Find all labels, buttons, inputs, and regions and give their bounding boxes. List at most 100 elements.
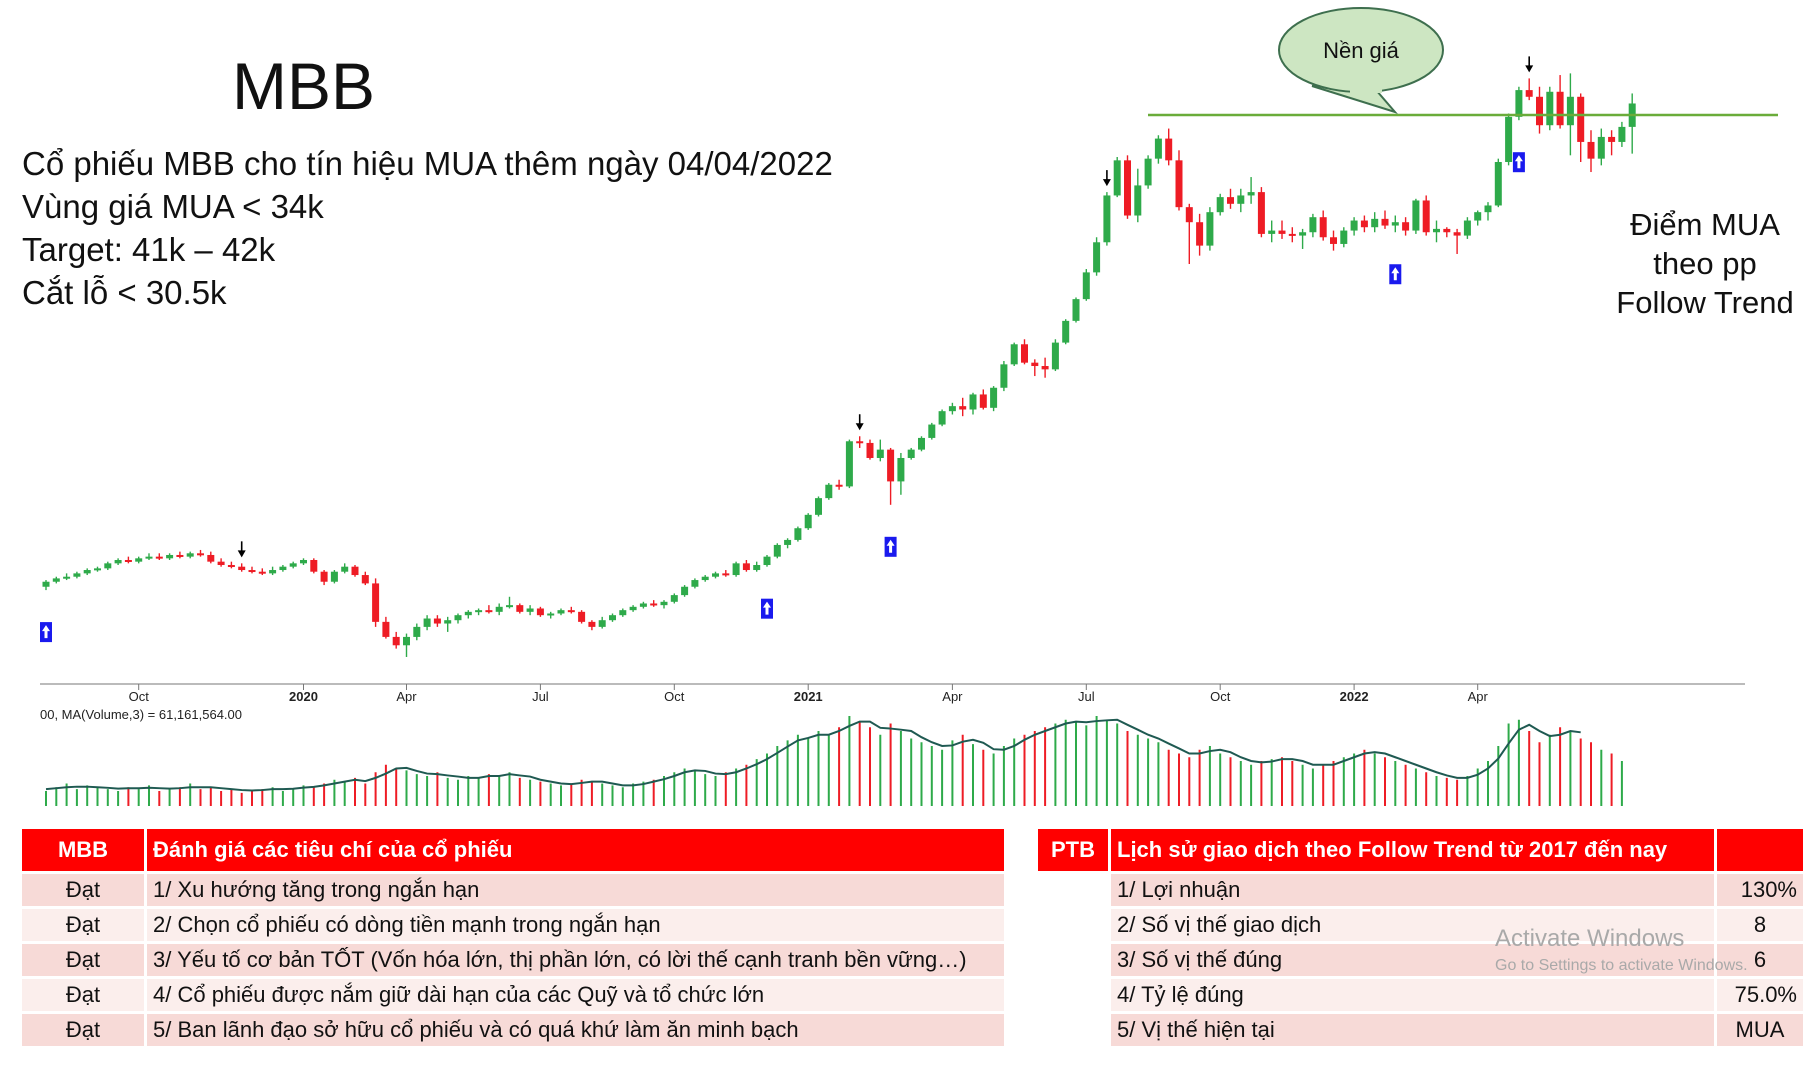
candle-body — [392, 636, 400, 646]
candle-body — [454, 615, 462, 621]
candle-body — [1072, 299, 1080, 321]
candle-body — [1319, 217, 1327, 238]
table-row: Đạt 3/ Yếu tố cơ bản TỐT (Vốn hóa lớn, t… — [22, 944, 1004, 976]
candle-body — [114, 559, 122, 564]
candle-body — [804, 514, 812, 529]
candle-body — [1196, 222, 1204, 246]
candle-body — [753, 565, 761, 571]
stoploss-line: Cắt lỗ < 30.5k — [22, 274, 227, 311]
price-base-bubble: Nền giá — [1278, 7, 1444, 115]
price-zone-line: Vùng giá MUA < 34k — [22, 188, 324, 225]
candle-body — [835, 484, 843, 487]
candle-body — [1288, 233, 1296, 236]
candle-body — [1206, 212, 1214, 246]
candle-body — [1000, 364, 1008, 388]
history-header-title: Lịch sử giao dịch theo Follow Trend từ 2… — [1108, 829, 1714, 871]
candle-body — [948, 406, 956, 412]
candle-body — [1587, 141, 1595, 159]
table-row: 3/ Số vị thế đúng 6 — [1038, 944, 1803, 976]
candle-body — [1443, 228, 1451, 233]
candle-body — [691, 580, 699, 587]
history-blank — [1038, 979, 1108, 1011]
candle-body — [227, 565, 235, 568]
target-line: Target: 41k – 42k — [22, 231, 276, 268]
candle-body — [578, 611, 586, 622]
history-value: MUA — [1714, 1014, 1803, 1046]
volume-label: 00, MA(Volume,3) = 61,161,564.00 — [40, 707, 242, 722]
candle-body — [238, 566, 246, 571]
signal-note-line: theo pp — [1653, 246, 1757, 281]
candle-body — [650, 603, 658, 606]
candle-body — [1154, 138, 1162, 159]
candle-body — [1247, 192, 1255, 196]
criteria-text: 5/ Ban lãnh đạo sở hữu cổ phiếu và có qu… — [144, 1014, 1004, 1046]
criteria-status: Đạt — [22, 944, 144, 976]
history-blank — [1038, 944, 1108, 976]
candle-body — [73, 573, 81, 577]
candle-body — [155, 556, 163, 559]
candle-body — [619, 610, 627, 616]
x-tick-label: 2022 — [1340, 689, 1369, 704]
ticker-title: MBB — [232, 49, 376, 123]
history-value: 8 — [1714, 909, 1803, 941]
history-value: 130% — [1714, 874, 1803, 906]
candle-body — [485, 610, 493, 613]
candle-body — [186, 553, 194, 557]
candle-body — [1268, 230, 1276, 234]
table-row: Đạt 4/ Cổ phiếu được nắm giữ dài hạn của… — [22, 979, 1004, 1011]
table-row: Đạt 5/ Ban lãnh đạo sở hữu cổ phiếu và c… — [22, 1014, 1004, 1046]
x-tick-label: Oct — [129, 689, 150, 704]
watermark-title: Activate Windows — [1495, 925, 1685, 952]
candle-body — [959, 406, 967, 410]
x-tick-label: Jul — [532, 689, 549, 704]
candle-body — [639, 603, 647, 607]
candle-body — [536, 608, 544, 616]
candle-body — [1134, 185, 1142, 216]
candle-body — [1515, 90, 1523, 117]
candle-body — [742, 563, 750, 571]
buy-arrow-glyph — [763, 601, 771, 615]
candle-body — [258, 571, 266, 574]
candle-body — [567, 610, 575, 613]
candle-body — [609, 615, 616, 621]
candle-body — [1330, 237, 1337, 244]
candle-body — [166, 554, 174, 559]
table-row: 5/ Vị thế hiện tại MUA — [1038, 1014, 1803, 1046]
candle-body — [1566, 96, 1574, 126]
criteria-header-row: MBB Đánh giá các tiêu chí của cổ phiếu — [22, 829, 1004, 871]
candle-body — [330, 571, 338, 582]
candle-body — [928, 424, 936, 438]
candle-body — [289, 563, 297, 567]
candle-body — [320, 571, 328, 582]
candle-body — [557, 610, 565, 614]
sell-arrow-head — [237, 550, 246, 558]
sell-arrow-head — [855, 423, 864, 431]
candle-body — [506, 605, 513, 608]
candle-body — [979, 394, 987, 408]
candle-body — [815, 498, 822, 515]
x-tick-label: 2020 — [289, 689, 318, 704]
candle-body — [423, 618, 431, 627]
candle-body — [1536, 96, 1543, 126]
signal-note-line: Follow Trend — [1616, 285, 1794, 320]
candle-body — [547, 613, 555, 616]
volume-layer — [45, 716, 1623, 806]
candle-body — [197, 553, 204, 556]
candle-body — [773, 544, 781, 557]
candle-body — [1618, 126, 1626, 142]
criteria-text: 2/ Chọn cổ phiếu có dòng tiền mạnh trong… — [144, 909, 1004, 941]
candle-body — [104, 563, 112, 569]
table-row: 1/ Lợi nhuận 130% — [1038, 874, 1803, 906]
candle-body — [382, 621, 390, 637]
candle-body — [1412, 200, 1420, 231]
criteria-status: Đạt — [22, 909, 144, 941]
history-value: 75.0% — [1714, 979, 1803, 1011]
candle-body — [269, 570, 277, 574]
candle-body — [825, 484, 833, 499]
history-header-row: PTB Lịch sử giao dịch theo Follow Trend … — [1038, 829, 1803, 871]
candle-body — [145, 556, 153, 559]
candle-body — [866, 442, 874, 458]
candle-body — [351, 566, 359, 576]
candle-body — [990, 387, 998, 408]
candle-body — [897, 457, 905, 482]
